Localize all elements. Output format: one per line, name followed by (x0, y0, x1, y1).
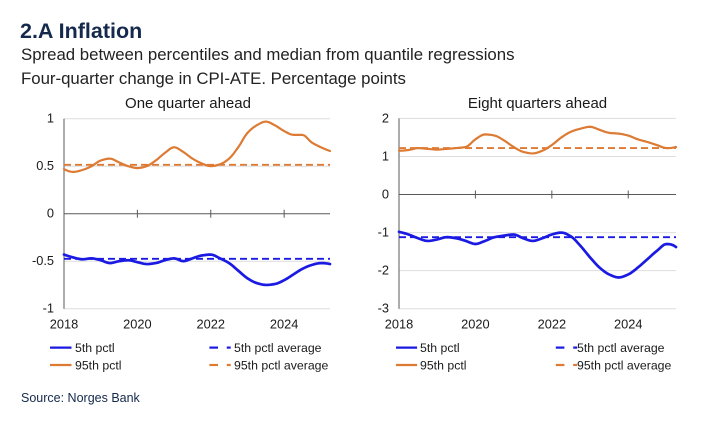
svg-text:1: 1 (382, 148, 389, 163)
svg-text:5th pctl: 5th pctl (420, 341, 460, 355)
svg-text:-3: -3 (378, 301, 389, 316)
svg-text:5th pctl average: 5th pctl average (234, 341, 322, 355)
svg-text:2: 2 (382, 110, 389, 125)
svg-text:95th pctl average: 95th pctl average (577, 358, 672, 372)
svg-text:5th pctl: 5th pctl (75, 341, 115, 355)
svg-text:1: 1 (47, 111, 54, 126)
svg-text:2024: 2024 (614, 317, 642, 332)
svg-text:-2: -2 (378, 263, 389, 278)
svg-text:2022: 2022 (538, 317, 566, 332)
svg-text:2018: 2018 (50, 317, 78, 332)
svg-text:0: 0 (47, 206, 54, 221)
svg-text:0.5: 0.5 (36, 158, 54, 173)
svg-text:95th pctl average: 95th pctl average (234, 358, 329, 372)
svg-text:2018: 2018 (385, 317, 413, 332)
svg-text:95th pctl: 95th pctl (75, 358, 122, 372)
svg-text:2020: 2020 (461, 317, 489, 332)
svg-text:2024: 2024 (270, 317, 298, 332)
svg-text:2020: 2020 (123, 317, 151, 332)
svg-text:-0.5: -0.5 (32, 253, 54, 268)
svg-text:0: 0 (382, 187, 389, 202)
svg-text:2022: 2022 (197, 317, 225, 332)
svg-text:5th pctl average: 5th pctl average (577, 341, 665, 355)
svg-text:-1: -1 (43, 301, 54, 316)
svg-text:-1: -1 (378, 225, 389, 240)
svg-text:95th pctl: 95th pctl (420, 358, 467, 372)
